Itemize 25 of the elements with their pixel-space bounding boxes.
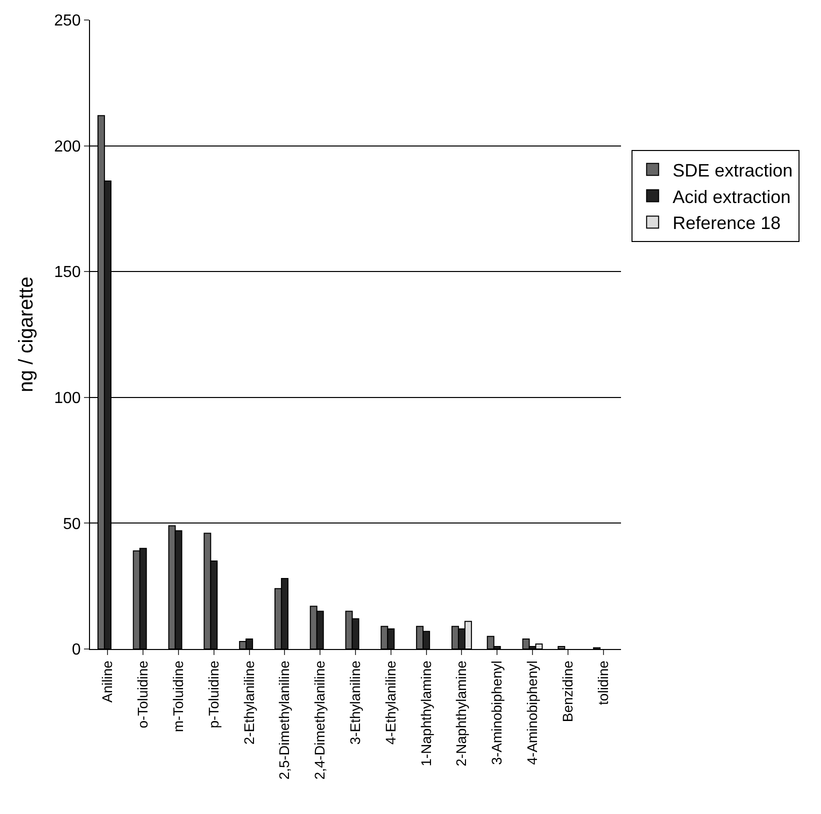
- x-tick-label: 2-Naphthylamine: [453, 660, 470, 766]
- legend-label: SDE extraction: [672, 160, 793, 180]
- x-tick-label: 3-Aminobiphenyl: [488, 660, 505, 765]
- x-tick-label: p-Toluidine: [205, 660, 222, 728]
- y-tick-label: 50: [63, 516, 81, 533]
- legend-label: Reference 18: [672, 213, 781, 234]
- x-tick-label: 2,5-Dimethylaniline: [276, 660, 292, 780]
- x-tick-label: o-Toluidine: [134, 660, 151, 728]
- x-tick-label: 2-Ethylaniline: [240, 660, 257, 745]
- x-tick-label: 2,4-Dimethylaniline: [312, 660, 328, 780]
- x-tick-label: m-Toluidine: [170, 660, 186, 732]
- y-axis-title: ng / cigarette: [16, 276, 38, 392]
- x-tick-label: tolidine: [594, 660, 611, 705]
- x-tick-label: Benzidine: [559, 660, 576, 722]
- y-tick-label: 0: [72, 642, 81, 659]
- x-tick-label: 3-Ethylaniline: [347, 660, 364, 745]
- y-tick-label: 250: [54, 12, 81, 30]
- y-tick-label: 150: [54, 264, 81, 282]
- y-tick-label: 200: [54, 138, 81, 156]
- x-tick-label: 4-Ethylaniline: [382, 660, 398, 745]
- x-tick-label: Aniline: [99, 660, 116, 703]
- y-tick-label: 100: [54, 390, 81, 407]
- legend-label: Acid extraction: [672, 186, 791, 207]
- x-tick-label: 4-Aminobiphenyl: [524, 660, 540, 765]
- x-tick-label: 1-Naphthylamine: [418, 660, 434, 766]
